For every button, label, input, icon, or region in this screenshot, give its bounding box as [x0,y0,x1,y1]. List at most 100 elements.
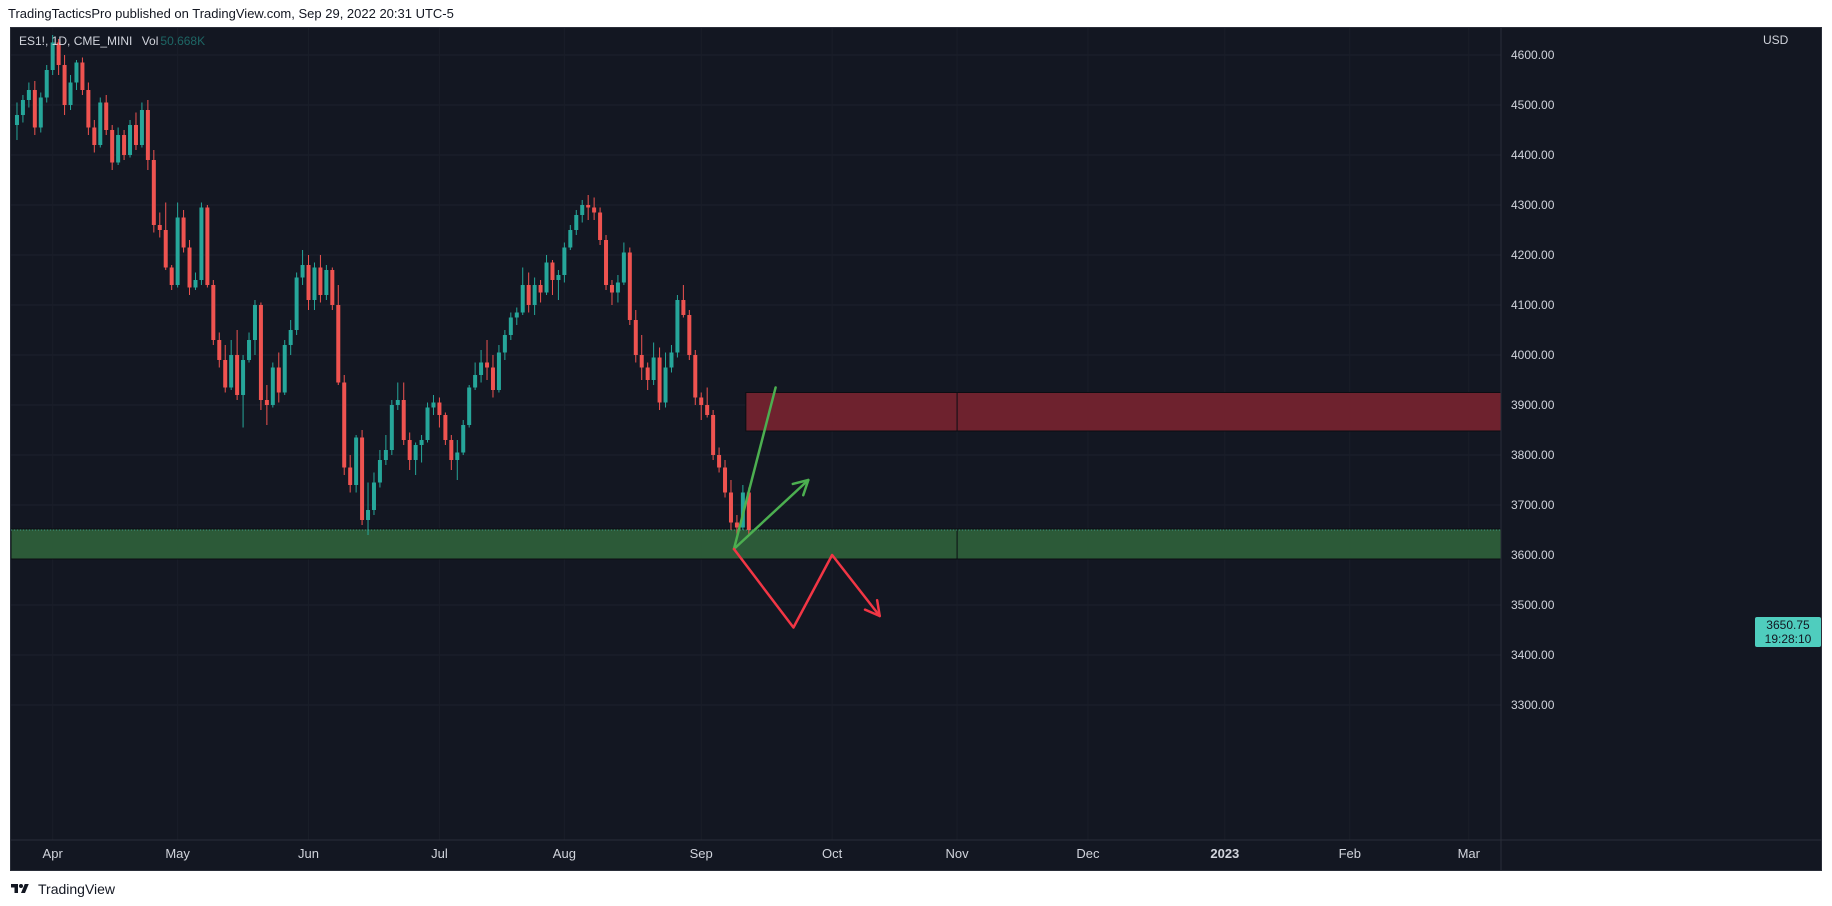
candle-body [133,125,138,145]
candle-body [538,285,543,293]
candle-body [205,207,210,285]
candle-body [395,400,400,405]
candle-body [252,305,257,340]
green-bounce-arrow-head [791,478,810,497]
candle-body [621,252,626,283]
y-tick-label: 4500.00 [1511,98,1555,112]
x-tick-label: Mar [1458,846,1481,861]
candle-body [437,402,442,415]
candle-body [116,135,121,163]
candle-body [169,267,174,285]
y-tick-label: 4200.00 [1511,248,1555,262]
candle-body [473,375,478,388]
candle-body [699,397,704,405]
candle-body [485,362,490,368]
y-tick-label: 4600.00 [1511,48,1555,62]
y-tick-label: 4300.00 [1511,198,1555,212]
candle-body [669,352,674,368]
candle-body [633,320,638,355]
currency-label: USD [1763,33,1789,47]
candle-body [122,135,127,155]
candle-body [86,90,91,128]
candle-body [580,205,585,215]
volume-label: Vol [141,34,159,48]
candle-body [151,160,156,225]
candle-body [604,240,609,285]
green-bounce-arrow [732,478,810,551]
candle-body [282,345,287,393]
candle-body [199,207,204,280]
footer-brand[interactable]: TradingView [8,879,115,899]
candle-body [294,277,299,330]
candle-body [746,492,751,530]
x-tick-label: Apr [43,846,64,861]
y-tick-label: 4400.00 [1511,148,1555,162]
candle-body [68,82,73,105]
candle-body [241,360,246,395]
candle-body [711,415,716,455]
y-tick-label: 3300.00 [1511,698,1555,712]
candle-body [502,335,507,353]
candle-body [80,62,85,90]
y-tick-label: 3700.00 [1511,498,1555,512]
y-tick-label: 4100.00 [1511,298,1555,312]
candle-body [366,510,371,520]
candle-body [318,267,323,295]
candle-body [520,285,525,313]
candle-body [490,367,495,390]
candle-body [657,357,662,403]
candle-body [514,312,519,318]
candle-body [723,467,728,493]
x-tick-label: Dec [1076,846,1100,861]
candle-body [50,42,55,70]
x-tick-label: Feb [1339,846,1361,861]
candle-body [609,285,614,293]
x-tick-label: May [165,846,190,861]
bar-countdown: 19:28:10 [1764,632,1812,646]
x-tick-label: Sep [690,846,713,861]
candle-body [300,265,305,278]
volume-value: 50.668K [160,34,206,48]
candle-body [235,355,240,395]
candle-body [306,265,311,300]
x-tick-label: 2023 [1210,846,1239,861]
candle-body [407,440,412,460]
candle-body [157,225,162,230]
candle-body [705,405,710,415]
candle-body [508,317,513,335]
candle-body [288,330,293,345]
candle-body [568,230,573,248]
candle-body [598,212,603,240]
candle-body [98,102,103,145]
green-trend-line [732,386,777,551]
candle-body [728,492,733,523]
candle-body [615,282,620,293]
drawings [732,386,881,629]
candle-body [544,262,549,293]
candle-body [193,280,198,288]
candle-body [336,305,341,383]
candle-body [128,125,133,155]
candle-body [377,460,382,483]
y-tick-label: 3500.00 [1511,598,1555,612]
candlestick-chart[interactable]: 4600.00 4500.00 4400.00 4300.00 4200.00 4100.… [11,28,1821,870]
candle-body [354,437,359,485]
candle-body [734,522,739,528]
candle-body [145,110,150,160]
time-axis: Apr May Jun Jul Aug Sep Oct Nov Dec 2023 Feb Mar [11,839,1821,861]
candle-body [92,127,97,145]
candle-body [264,400,269,405]
candle-body [247,340,252,360]
chart-panel[interactable]: 4600.00 4500.00 4400.00 4300.00 4200.00 4100.… [10,27,1822,871]
candle-body [675,300,680,353]
candle-body [139,110,144,145]
candle-body [681,300,686,315]
candle-body [526,285,531,305]
candle-body [360,437,365,520]
candle-body [14,115,19,125]
candle-body [276,367,281,393]
candle-body [163,230,168,268]
footer-brand-text: TradingView [38,881,116,897]
candle-body [32,90,37,128]
red-drop-arrow-head [863,598,881,618]
